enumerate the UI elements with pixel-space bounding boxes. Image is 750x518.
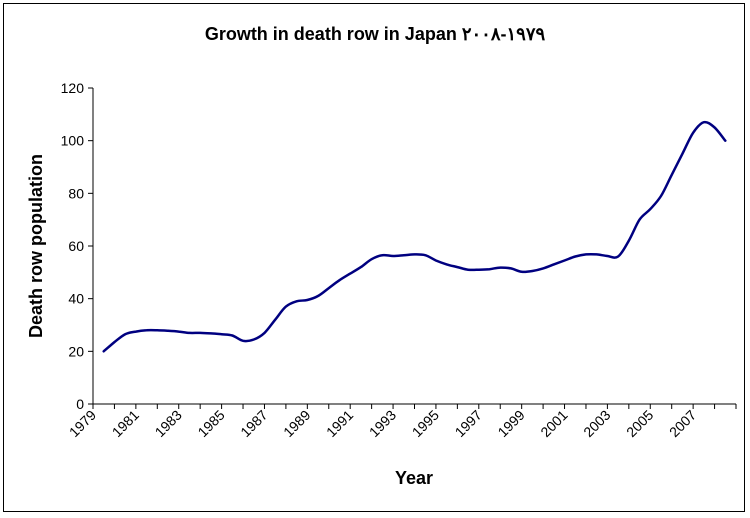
y-tick-label: 120 (61, 80, 85, 96)
x-tick-label: 1993 (366, 407, 399, 440)
chart-title: Growth in death row in Japan ١٩٧٩-٢٠٠٨ (205, 24, 546, 44)
x-tick-label: 1997 (452, 407, 485, 440)
x-tick-label: 1981 (109, 407, 142, 440)
y-tick-label: 100 (61, 133, 85, 149)
x-tick-label: 2001 (537, 407, 570, 440)
y-tick-label: 20 (68, 343, 84, 359)
x-tick-label: 1999 (494, 407, 527, 440)
x-axis-title: Year (395, 468, 433, 488)
x-tick-label: 1995 (409, 407, 442, 440)
y-tick-label: 40 (68, 291, 84, 307)
x-tick-label: 1983 (152, 407, 185, 440)
x-tick-label: 2005 (623, 407, 656, 440)
y-tick-label: 80 (68, 185, 84, 201)
x-tick-label: 1989 (280, 407, 313, 440)
x-tick-label: 1991 (323, 407, 356, 440)
x-tick-label: 1987 (237, 407, 270, 440)
x-tick-label: 1985 (194, 407, 227, 440)
y-tick-label: 0 (76, 396, 84, 412)
y-tick-label: 60 (68, 238, 84, 254)
x-tick-label: 1979 (66, 407, 99, 440)
y-ticks: 0 20 40 60 80 100 120 (61, 80, 93, 412)
y-axis-title: Death row population (26, 154, 46, 338)
x-tick-label: 2007 (666, 407, 699, 440)
x-ticks: 1979 1981 1983 1985 1987 1989 1991 1993 1995 1997… (66, 404, 737, 440)
x-tick-label: 2003 (580, 407, 613, 440)
series-line (102, 120, 727, 353)
